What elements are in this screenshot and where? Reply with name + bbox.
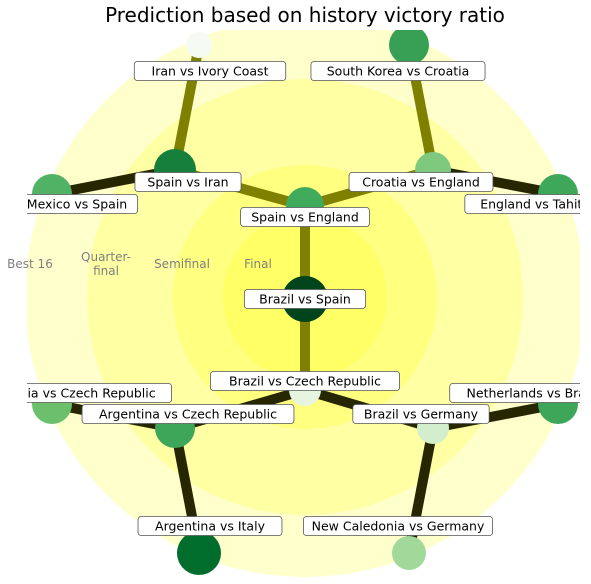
- match-label: New Caledonia vs Germany: [302, 516, 493, 536]
- match-node: [186, 32, 212, 58]
- match-label-text: New Caledonia vs Germany: [312, 519, 485, 534]
- match-label: Brazil vs Germany: [352, 404, 490, 424]
- match-label: Argentina vs Czech Republic: [81, 404, 295, 424]
- match-label: Spain vs Iran: [134, 172, 242, 192]
- match-label-text: Netherlands vs Brazil: [467, 386, 591, 401]
- match-label: Iran vs Ivory Coast: [133, 61, 287, 81]
- match-label-text: England vs Tahiti: [480, 197, 586, 212]
- match-label-text: Spain vs Iran: [147, 175, 228, 190]
- match-label: Brazil vs Spain: [243, 289, 367, 309]
- match-label-text: Croatia vs England: [362, 175, 480, 190]
- match-label-text: Brazil vs Spain: [259, 292, 351, 307]
- match-label: England vs Tahiti: [464, 194, 586, 214]
- match-label-text: Iran vs Ivory Coast: [152, 64, 269, 79]
- match-label-text: Brazil vs Czech Republic: [229, 374, 381, 389]
- match-label-text: Argentina vs Italy: [155, 519, 266, 534]
- bracket-edge: [432, 399, 559, 433]
- match-node: [177, 531, 221, 575]
- match-label: Russia vs Czech Republic: [0, 383, 172, 403]
- match-label-text: Russia vs Czech Republic: [0, 386, 156, 401]
- match-label-text: Spain vs England: [251, 210, 359, 225]
- round-label: Final: [244, 257, 272, 271]
- match-label: Brazil vs Czech Republic: [209, 371, 400, 391]
- match-label: South Korea vs Croatia: [310, 61, 486, 81]
- match-label-text: Argentina vs Czech Republic: [99, 407, 277, 422]
- match-label: Netherlands vs Brazil: [449, 383, 591, 403]
- match-node: [392, 536, 426, 570]
- match-label: Argentina vs Italy: [137, 516, 283, 536]
- match-label: Croatia vs England: [348, 172, 494, 192]
- chart-title: Prediction based on history victory rati…: [105, 3, 505, 27]
- match-label: Mexico vs Spain: [27, 194, 139, 214]
- match-label-text: Brazil vs Germany: [364, 407, 479, 422]
- match-label-text: Mexico vs Spain: [27, 197, 127, 212]
- match-label-text: South Korea vs Croatia: [327, 64, 470, 79]
- match-label: Spain vs England: [240, 207, 370, 227]
- round-label: Quarter-final: [81, 250, 131, 278]
- round-label: Best 16: [7, 257, 53, 271]
- match-node: [389, 30, 429, 65]
- round-label: Semifinal: [154, 257, 210, 271]
